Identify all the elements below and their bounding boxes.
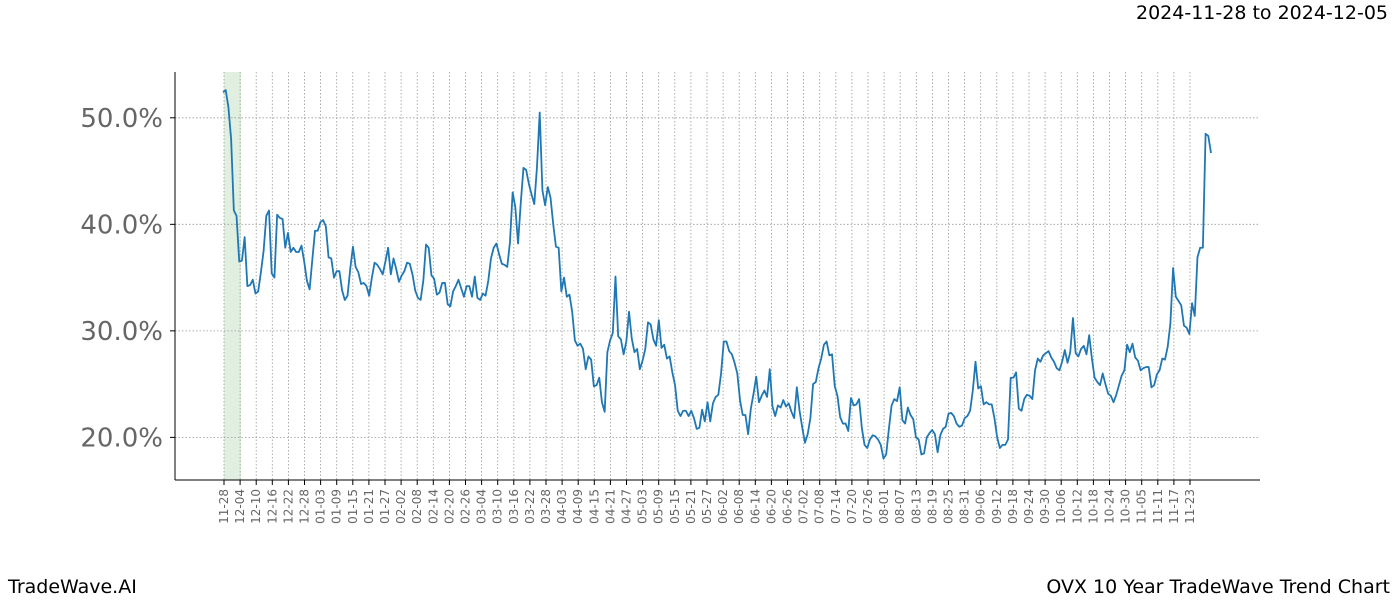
x-tick-label: 12-22 xyxy=(281,489,295,524)
x-tick-label: 08-19 xyxy=(925,489,939,524)
x-tick-label: 01-09 xyxy=(330,489,344,524)
x-tick-label: 08-25 xyxy=(942,489,956,524)
x-tick-label: 10-24 xyxy=(1103,489,1117,524)
x-tick-label: 06-26 xyxy=(781,489,795,524)
x-tick-label: 01-21 xyxy=(362,489,376,524)
grid-layer xyxy=(175,72,1260,480)
x-tick-label: 08-13 xyxy=(909,489,923,524)
x-tick-label: 11-23 xyxy=(1183,489,1197,524)
x-tick-label: 02-14 xyxy=(426,489,440,524)
x-tick-label: 07-02 xyxy=(797,489,811,524)
series-line xyxy=(222,89,1212,460)
x-tick-label: 11-28 xyxy=(217,489,231,524)
x-tick-label: 07-26 xyxy=(861,489,875,524)
x-tick-label: 10-30 xyxy=(1119,489,1133,524)
x-tick-label: 08-07 xyxy=(893,489,907,524)
x-tick-label: 03-04 xyxy=(475,489,489,524)
x-tick-label: 03-22 xyxy=(523,489,537,524)
x-tick-label: 05-03 xyxy=(636,489,650,524)
x-tick-label: 11-11 xyxy=(1151,489,1165,524)
x-tick-label: 09-24 xyxy=(1022,489,1036,524)
x-tick-label: 06-20 xyxy=(764,489,778,524)
highlight-layer xyxy=(224,72,242,480)
x-tick-label: 04-15 xyxy=(587,489,601,524)
x-tick-labels: 11-28 12-04 12-10 12-16 12-22 12-28 01-03 01-09… xyxy=(217,489,1197,524)
y-tick-label: 20.0% xyxy=(80,423,163,453)
x-tick-label: 08-31 xyxy=(958,489,972,524)
x-tick-label: 09-18 xyxy=(1006,489,1020,524)
y-tick-label: 30.0% xyxy=(80,317,163,347)
x-tick-label: 09-30 xyxy=(1038,489,1052,524)
x-tick-label: 02-02 xyxy=(394,489,408,524)
x-tick-label: 03-28 xyxy=(539,489,553,524)
x-tick-label: 12-04 xyxy=(233,489,247,524)
chart-title: OVX 10 Year TradeWave Trend Chart xyxy=(1046,576,1390,598)
series-layer xyxy=(222,89,1212,460)
x-tick-label: 04-21 xyxy=(603,489,617,524)
x-tick-label: 06-02 xyxy=(716,489,730,524)
x-tick-label: 10-12 xyxy=(1070,489,1084,524)
highlight-band xyxy=(224,72,242,480)
x-tick-label: 01-15 xyxy=(346,489,360,524)
x-tick-label: 11-05 xyxy=(1135,489,1149,524)
y-tick-label: 50.0% xyxy=(80,104,163,134)
x-tick-label: 12-28 xyxy=(298,489,312,524)
x-tick-label: 04-27 xyxy=(620,489,634,524)
x-tick-label: 06-14 xyxy=(748,489,762,524)
x-tick-label: 01-27 xyxy=(378,489,392,524)
x-tick-label: 02-26 xyxy=(459,489,473,524)
x-tick-label: 02-08 xyxy=(410,489,424,524)
x-tick-label: 10-18 xyxy=(1086,489,1100,524)
x-tick-label: 04-09 xyxy=(571,489,585,524)
y-tick-label: 40.0% xyxy=(80,210,163,240)
axes-layer xyxy=(170,72,1260,485)
y-tick-labels: 20.0% 30.0% 40.0% 50.0% xyxy=(80,104,163,454)
x-tick-label: 12-16 xyxy=(265,489,279,524)
x-tick-label: 05-09 xyxy=(652,489,666,524)
x-tick-label: 08-01 xyxy=(877,489,891,524)
x-tick-label: 06-08 xyxy=(732,489,746,524)
x-tick-label: 12-10 xyxy=(249,489,263,524)
x-tick-label: 03-16 xyxy=(507,489,521,524)
x-tick-label: 10-06 xyxy=(1054,489,1068,524)
x-tick-label: 09-06 xyxy=(974,489,988,524)
x-tick-label: 07-08 xyxy=(813,489,827,524)
x-tick-label: 05-21 xyxy=(684,489,698,524)
date-range: 2024-11-28 to 2024-12-05 xyxy=(1136,2,1388,24)
x-tick-label: 03-10 xyxy=(491,489,505,524)
x-tick-label: 09-12 xyxy=(990,489,1004,524)
x-tick-label: 02-20 xyxy=(442,489,456,524)
x-tick-label: 07-20 xyxy=(845,489,859,524)
x-tick-label: 07-14 xyxy=(829,489,843,524)
x-tick-label: 01-03 xyxy=(314,489,328,524)
brand-label: TradeWave.AI xyxy=(8,576,137,598)
x-tick-label: 04-03 xyxy=(555,489,569,524)
x-tick-label: 05-27 xyxy=(700,489,714,524)
x-tick-label: 05-15 xyxy=(668,489,682,524)
x-tick-label: 11-17 xyxy=(1167,489,1181,524)
